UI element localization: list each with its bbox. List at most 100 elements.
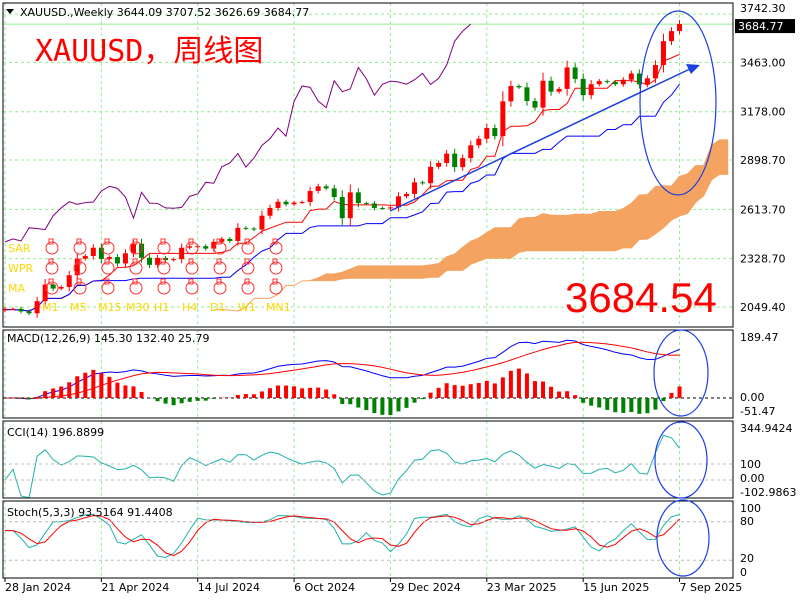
thumb-up-icon xyxy=(45,281,59,295)
macd-histogram-bar xyxy=(356,398,361,408)
candle-body xyxy=(468,145,474,159)
annotation-title: XAUUSD，周线图 xyxy=(35,34,263,69)
price-tick-label: 2328.70 xyxy=(740,253,786,266)
macd-histogram-bar xyxy=(428,392,433,398)
macd-histogram-bar xyxy=(396,398,401,412)
candle-body xyxy=(540,80,546,108)
price-tick-label: 3463.00 xyxy=(740,56,786,69)
timeframe-label: H1 xyxy=(154,301,169,314)
macd-histogram-bar xyxy=(83,372,88,398)
macd-histogram-bar xyxy=(163,398,168,404)
macd-histogram-bar xyxy=(340,398,345,405)
candle-body xyxy=(444,153,450,163)
candle-body xyxy=(412,182,418,194)
candle-body xyxy=(677,24,683,32)
thumb-up-icon xyxy=(241,281,255,295)
indicator-tick-label: 100 xyxy=(740,458,761,471)
price-tick-label: 3178.00 xyxy=(740,106,786,119)
candle-body xyxy=(476,138,482,146)
candle-body xyxy=(122,253,128,264)
macd-histogram-bar xyxy=(364,398,369,411)
thumb-icon-finger xyxy=(244,238,250,245)
candle-body xyxy=(339,197,345,219)
highlight-ellipse-stoch xyxy=(656,499,710,577)
macd-histogram-bar xyxy=(267,388,272,398)
macd-histogram-bar xyxy=(380,398,385,415)
thumb-icon-finger xyxy=(272,258,278,265)
stoch-d-line xyxy=(5,515,680,557)
candle-body xyxy=(58,287,64,289)
candle-body xyxy=(299,202,305,204)
cloud-area xyxy=(213,139,729,312)
macd-histogram-bar xyxy=(404,398,409,408)
candle-body xyxy=(508,85,514,102)
candle-body xyxy=(524,87,530,102)
thumb-icon-finger xyxy=(160,238,166,245)
thumb-up-icon xyxy=(241,241,255,255)
macd-histogram-bar xyxy=(284,385,289,398)
thumb-up-icon xyxy=(269,241,283,255)
signal-row-label: WPR xyxy=(8,262,34,275)
candle-body xyxy=(636,73,642,85)
macd-histogram-bar xyxy=(677,386,682,398)
macd-histogram-bar xyxy=(524,373,529,398)
candle-body xyxy=(668,31,674,42)
candle-body xyxy=(66,275,72,287)
price-tick-label: 2049.40 xyxy=(740,301,786,314)
macd-line xyxy=(5,339,680,400)
candle-body xyxy=(251,228,257,230)
pane-frame xyxy=(2,2,734,328)
candle-body xyxy=(556,88,562,92)
timeframe-label: M5 xyxy=(70,301,87,314)
candle-body xyxy=(98,247,104,259)
thumb-up-icon xyxy=(157,281,171,295)
macd-histogram-bar xyxy=(500,377,505,398)
stoch-title: Stoch(5,3,3) 93.5164 91.4408 xyxy=(7,506,173,519)
macd-histogram-bar xyxy=(139,391,144,398)
thumb-up-icon xyxy=(213,241,227,255)
thumb-up-icon xyxy=(269,261,283,275)
x-tick-label: 7 Sep 2025 xyxy=(680,581,743,594)
macd-histogram-bar xyxy=(605,398,610,410)
thumb-up-icon xyxy=(213,281,227,295)
current-price-text: 3684.77 xyxy=(738,20,784,33)
macd-histogram-bar xyxy=(259,391,264,398)
timeframe-label: M15 xyxy=(98,301,122,314)
macd-histogram-bar xyxy=(637,398,642,414)
macd-histogram-bar xyxy=(308,387,313,398)
thumb-up-icon xyxy=(185,241,199,255)
thumb-icon-finger xyxy=(48,258,54,265)
candle-body xyxy=(404,193,409,197)
candle-body xyxy=(82,256,88,259)
thumb-icon-finger xyxy=(76,238,82,245)
x-tick-label: 21 Apr 2024 xyxy=(101,581,169,594)
candle-body xyxy=(26,311,32,314)
candle-body xyxy=(163,257,169,261)
collapse-triangle-icon[interactable] xyxy=(6,9,14,14)
thumb-up-icon xyxy=(213,261,227,275)
macd-histogram-bar xyxy=(59,386,64,398)
candle-body xyxy=(179,247,185,260)
thumb-icon-finger xyxy=(188,238,194,245)
macd-histogram-bar xyxy=(468,384,473,398)
candle-body xyxy=(307,190,313,203)
timeframe-label: D1 xyxy=(210,301,225,314)
indicator-tick-label: 0.00 xyxy=(740,391,765,404)
macd-signal-line xyxy=(5,341,680,399)
macd-histogram-bar xyxy=(107,376,112,398)
timeframe-label: H4 xyxy=(182,301,197,314)
thumb-up-icon xyxy=(101,261,115,275)
macd-histogram-bar xyxy=(557,391,562,398)
timeframe-label: M1 xyxy=(42,301,59,314)
candle-body xyxy=(187,246,193,248)
macd-histogram-bar xyxy=(123,385,128,398)
thumb-icon-finger xyxy=(104,238,110,245)
thumb-icon-finger xyxy=(76,278,82,285)
highlight-ellipse-main xyxy=(639,10,717,196)
macd-histogram-bar xyxy=(324,389,329,398)
macd-histogram-bar xyxy=(155,398,160,402)
price-tick-label: 3742.30 xyxy=(740,2,786,15)
signal-overlay: SAR WPR MA M1 M5 M15 M30 H1 H4 D1 W1 MN1 xyxy=(8,238,291,314)
candle-body xyxy=(500,101,506,137)
